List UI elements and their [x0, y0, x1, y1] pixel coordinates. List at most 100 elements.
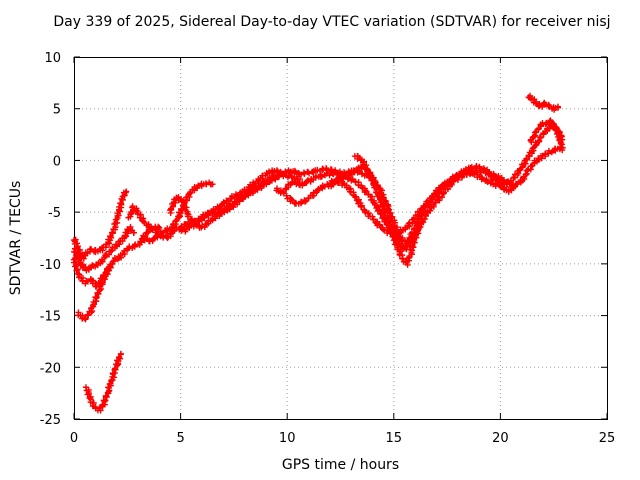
data-point — [368, 177, 375, 184]
data-point — [93, 294, 100, 301]
grid — [74, 57, 607, 419]
series-track-1 — [71, 188, 130, 262]
series-track-4 — [75, 260, 116, 323]
data-point — [511, 174, 518, 181]
data-point — [115, 354, 122, 361]
data-point — [280, 189, 287, 196]
data-point — [410, 244, 417, 251]
data-point — [386, 218, 393, 225]
data-point — [282, 168, 289, 175]
data-point — [319, 167, 326, 174]
data-point — [525, 152, 532, 159]
data-point — [359, 184, 366, 191]
data-point — [191, 220, 198, 227]
data-point — [253, 185, 260, 192]
tick-labels: 0 5 10 15 20 25 -25 -20 -15 -10 -5 0 5 10 — [40, 51, 616, 446]
data-point — [107, 233, 114, 240]
y-tick-label: 10 — [44, 51, 61, 66]
x-tick-label: 0 — [70, 431, 78, 446]
data-point — [306, 170, 313, 177]
y-axis-label: SDTVAR / TECUs — [8, 180, 24, 296]
y-tick-label: -15 — [40, 310, 61, 325]
data-point — [183, 204, 190, 211]
data-point — [111, 221, 118, 228]
data-point — [106, 240, 113, 247]
data-point — [537, 134, 544, 141]
data-point — [156, 224, 163, 231]
data-point — [279, 170, 286, 177]
data-point — [379, 187, 386, 194]
data-point — [377, 211, 384, 218]
data-point — [352, 193, 359, 200]
y-tick-label: -25 — [40, 413, 61, 428]
series-track-9 — [178, 165, 372, 231]
data-point — [399, 255, 406, 262]
data-point — [440, 189, 447, 196]
series-track-15 — [527, 117, 566, 154]
data-point — [109, 260, 116, 267]
data-point — [98, 280, 105, 287]
data-point — [130, 229, 137, 236]
x-tick-label: 20 — [492, 431, 509, 446]
data-point — [169, 203, 176, 210]
chart-title: Day 339 of 2025, Sidereal Day-to-day VTE… — [53, 14, 611, 30]
data-point — [99, 402, 106, 409]
data-point — [312, 173, 319, 180]
data-point — [559, 147, 566, 154]
data-point — [192, 221, 199, 228]
x-tick-label: 25 — [599, 431, 616, 446]
data-point — [199, 223, 206, 230]
data-point — [387, 209, 394, 216]
data-point — [404, 261, 411, 268]
data-point — [382, 209, 389, 216]
data-point — [523, 156, 530, 163]
data-point — [429, 193, 436, 200]
data-point — [282, 185, 289, 192]
data-point — [246, 184, 253, 191]
data-point — [411, 215, 418, 222]
data-point — [172, 199, 179, 206]
x-tick-label: 15 — [386, 431, 403, 446]
series-track-10 — [273, 145, 564, 268]
data-point — [377, 199, 384, 206]
data-point — [403, 242, 410, 249]
data-point — [299, 181, 306, 188]
y-tick-label: 5 — [53, 103, 61, 118]
data-point — [123, 188, 130, 195]
data-point — [207, 210, 214, 217]
data-point — [512, 182, 519, 189]
data-point — [106, 381, 113, 388]
data-point — [79, 264, 86, 271]
data-point — [82, 384, 89, 391]
data-point — [202, 211, 209, 218]
data-point — [106, 267, 113, 274]
data-point — [531, 129, 538, 136]
series-track-5 — [82, 350, 124, 414]
data-point — [108, 248, 115, 255]
data-point — [553, 131, 560, 138]
series-track-13 — [351, 152, 421, 253]
data-point — [554, 103, 561, 110]
data-point — [110, 374, 117, 381]
data-point — [297, 200, 304, 207]
y-tick-label: 0 — [53, 154, 61, 169]
series-track-11 — [283, 122, 566, 247]
data-point — [108, 229, 115, 236]
data-point — [524, 167, 531, 174]
data-point — [507, 178, 514, 185]
y-tick-label: -20 — [40, 361, 61, 376]
data-point — [376, 207, 383, 214]
y-tick-label: -10 — [40, 258, 61, 273]
data-point — [82, 315, 89, 322]
data-point — [360, 161, 367, 168]
data-point — [405, 220, 412, 227]
x-axis-label: GPS time / hours — [281, 457, 400, 473]
data-point — [406, 243, 413, 250]
data-point — [154, 232, 161, 239]
x-tick-label: 5 — [176, 431, 184, 446]
data-points — [70, 92, 566, 414]
data-point — [213, 212, 220, 219]
y-tick-label: -5 — [48, 206, 61, 221]
data-point — [117, 350, 124, 357]
